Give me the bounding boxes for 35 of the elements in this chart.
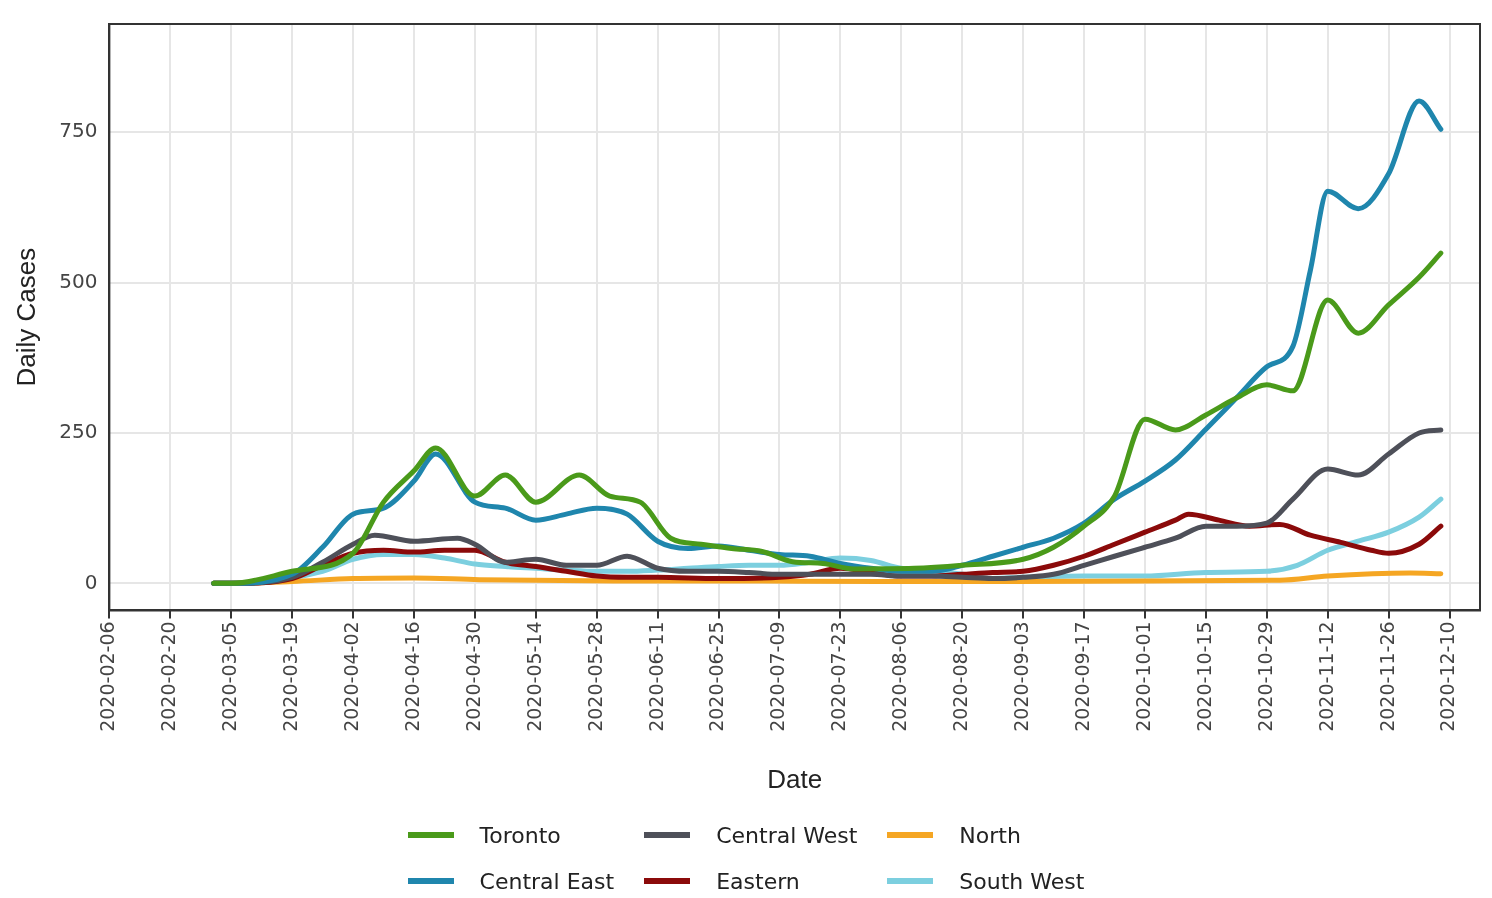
x-tick-label: 2020-11-12: [1314, 621, 1337, 732]
x-tick-label: 2020-09-03: [1010, 621, 1033, 732]
legend-label: Central East: [479, 868, 615, 894]
x-tick-label: 2020-06-25: [705, 621, 728, 732]
x-tick-label: 2020-04-30: [461, 621, 484, 732]
x-tick-label: 2020-04-16: [400, 621, 423, 732]
x-tick-label: 2020-04-02: [339, 621, 362, 732]
x-tick-label: 2020-07-23: [827, 621, 850, 732]
x-tick-label: 2020-02-20: [157, 621, 180, 732]
y-tick-label: 750: [59, 118, 98, 143]
legend-label: Central West: [716, 822, 858, 848]
x-tick-label: 2020-12-10: [1436, 621, 1459, 732]
legend-label: Toronto: [479, 822, 561, 848]
x-tick-label: 2020-07-09: [766, 621, 789, 732]
x-axis-title: Date: [767, 763, 823, 794]
x-tick-label: 2020-05-28: [583, 621, 606, 732]
legend-label: South West: [959, 868, 1085, 894]
x-tick-label: 2020-03-05: [218, 621, 241, 732]
x-tick-label: 2020-10-29: [1253, 621, 1276, 732]
x-tick-label: 2020-08-20: [949, 621, 972, 732]
y-tick-label: 0: [84, 569, 98, 594]
y-tick-label: 250: [59, 419, 98, 444]
x-tick-label: 2020-08-06: [888, 621, 911, 732]
x-tick-label: 2020-02-06: [96, 621, 119, 732]
x-tick-label: 2020-03-19: [279, 621, 302, 732]
x-tick-label: 2020-05-14: [522, 621, 545, 732]
legend-label: North: [959, 822, 1021, 848]
x-tick-label: 2020-10-01: [1131, 621, 1154, 732]
x-tick-label: 2020-06-11: [644, 621, 667, 732]
x-tick-label: 2020-10-15: [1192, 621, 1215, 732]
legend-label: Eastern: [716, 868, 800, 894]
x-tick-label: 2020-09-17: [1070, 621, 1093, 732]
x-tick-label: 2020-11-26: [1375, 621, 1398, 732]
y-axis-title: Daily Cases: [10, 247, 41, 387]
y-tick-label: 500: [59, 268, 98, 293]
